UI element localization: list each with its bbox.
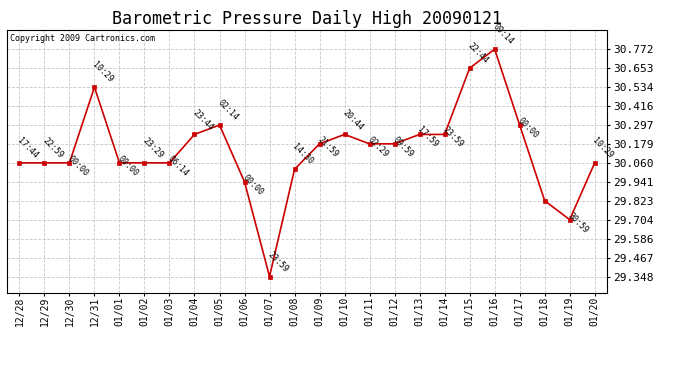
Text: 21:59: 21:59: [316, 135, 340, 159]
Text: 20:44: 20:44: [341, 108, 365, 132]
Text: 00:00: 00:00: [116, 154, 140, 178]
Text: 23:29: 23:29: [141, 136, 165, 160]
Text: 06:14: 06:14: [166, 154, 190, 178]
Text: 00:00: 00:00: [66, 154, 90, 178]
Text: 23:44: 23:44: [190, 108, 215, 132]
Text: 22:59: 22:59: [41, 136, 65, 160]
Text: 14:30: 14:30: [290, 142, 315, 166]
Text: 23:59: 23:59: [441, 126, 465, 150]
Text: 30:59: 30:59: [566, 211, 590, 235]
Text: 02:29: 02:29: [366, 135, 390, 159]
Text: 02:14: 02:14: [216, 98, 240, 122]
Text: 22:44: 22:44: [466, 41, 490, 65]
Text: 10:29: 10:29: [90, 60, 115, 84]
Text: 09:14: 09:14: [491, 22, 515, 46]
Text: 00:00: 00:00: [241, 173, 265, 197]
Text: 10:29: 10:29: [591, 136, 615, 160]
Title: Barometric Pressure Daily High 20090121: Barometric Pressure Daily High 20090121: [112, 10, 502, 28]
Text: 23:59: 23:59: [266, 250, 290, 274]
Text: 00:00: 00:00: [516, 116, 540, 140]
Text: 09:59: 09:59: [391, 135, 415, 159]
Text: 17:44: 17:44: [16, 136, 40, 160]
Text: 17:59: 17:59: [416, 126, 440, 150]
Text: Copyright 2009 Cartronics.com: Copyright 2009 Cartronics.com: [10, 34, 155, 43]
